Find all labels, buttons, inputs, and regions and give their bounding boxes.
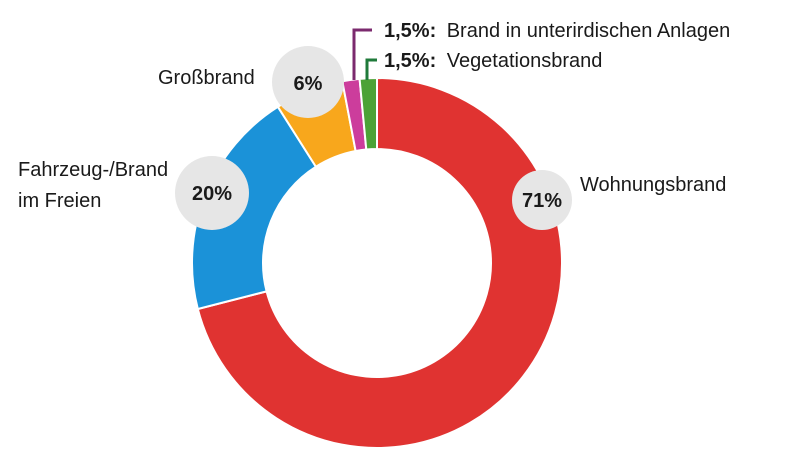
badge-wohnungsbrand [512,170,572,230]
label-unterirdisch: Brand in unterirdischen Anlagen [447,20,731,42]
annotation-unterirdisch: 1,5%: Brand in unterirdischen Anlagen [384,20,730,42]
pct-fahrzeugbrand: 20% [192,183,232,205]
pct-unterirdisch: 1,5%: [384,20,436,42]
annotation-vegetation: 1,5%: Vegetationsbrand [384,50,602,72]
leader-line-unterirdisch [352,28,372,80]
pct-wohnungsbrand: 71% [522,190,562,212]
label-fahrzeugbrand-line1: Fahrzeug-/Brand [18,159,168,181]
slice-vegetationsbrand [358,76,378,151]
leader-line-vegetation [365,58,377,80]
label-vegetation: Vegetationsbrand [447,50,603,72]
badge-fahrzeugbrand [175,156,249,230]
label-grossbrand: Großbrand [158,67,255,89]
badge-grossbrand [272,46,344,118]
label-wohnungsbrand: Wohnungsbrand [580,174,726,196]
label-fahrzeugbrand-line2: im Freien [18,190,101,212]
pct-grossbrand: 6% [294,73,323,95]
donut-slices [191,76,563,449]
pct-vegetation: 1,5%: [384,50,436,72]
